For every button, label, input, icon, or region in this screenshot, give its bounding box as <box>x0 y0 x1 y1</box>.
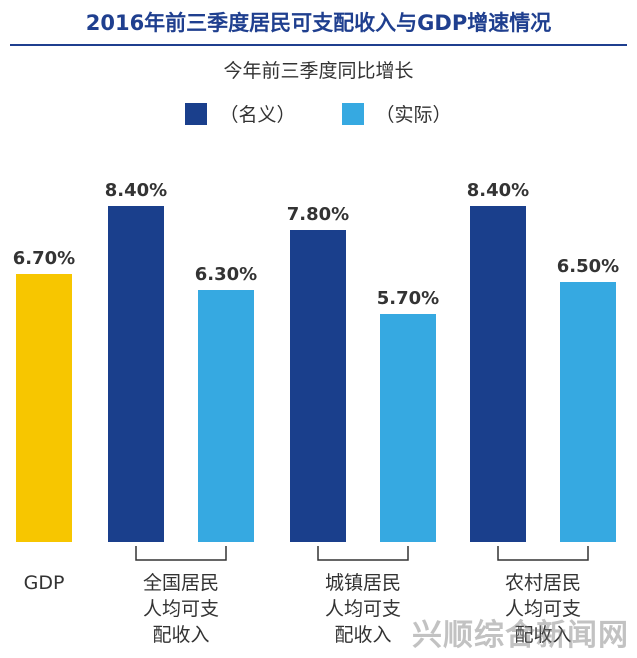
category-label-1-0: 全国居民 <box>143 572 219 594</box>
legend: （名义） （实际） <box>0 100 637 127</box>
bar-1-1 <box>198 290 254 542</box>
data-label-0-0: 6.70% <box>13 248 75 269</box>
category-label-2-0: 城镇居民 <box>325 572 401 594</box>
legend-swatch-nominal <box>185 102 208 125</box>
category-label-2-2: 配收入 <box>334 624 391 646</box>
data-label-1-1: 6.30% <box>195 264 257 285</box>
legend-swatch-real <box>341 102 364 125</box>
data-label-2-1: 5.70% <box>377 288 439 309</box>
category-label-3-0: 农村居民 <box>505 572 581 594</box>
category-label-1-1: 人均可支 <box>143 598 219 620</box>
category-label-3-1: 人均可支 <box>505 598 581 620</box>
legend-item-nominal: （名义） <box>185 100 296 127</box>
title-divider <box>10 44 627 46</box>
group-bracket-2 <box>317 546 409 561</box>
title-bar: 2016年前三季度居民可支配收入与GDP增速情况 <box>0 0 637 44</box>
legend-item-real: （实际） <box>341 100 452 127</box>
bar-3-0 <box>470 206 526 542</box>
group-bracket-3 <box>497 546 589 561</box>
bar-3-1 <box>560 282 616 542</box>
legend-label-real: （实际） <box>375 104 452 126</box>
bar-0-0 <box>16 274 72 542</box>
bar-2-1 <box>380 314 436 542</box>
data-label-2-0: 7.80% <box>287 204 349 225</box>
category-label-1-2: 配收入 <box>152 624 209 646</box>
category-label-0-0: GDP <box>24 572 65 594</box>
data-label-3-0: 8.40% <box>467 180 529 201</box>
data-label-3-1: 6.50% <box>557 256 619 277</box>
category-label-3-2: 配收入 <box>514 624 571 646</box>
watermark-text: 兴顺综合新闻网 <box>412 618 629 653</box>
data-label-1-0: 8.40% <box>105 180 167 201</box>
category-label-2-1: 人均可支 <box>325 598 401 620</box>
group-bracket-1 <box>135 546 227 561</box>
chart-subtitle: 今年前三季度同比增长 <box>223 60 414 82</box>
bar-2-0 <box>290 230 346 542</box>
bar-1-0 <box>108 206 164 542</box>
legend-label-nominal: （名义） <box>219 104 296 126</box>
chart-title: 2016年前三季度居民可支配收入与GDP增速情况 <box>85 11 552 35</box>
